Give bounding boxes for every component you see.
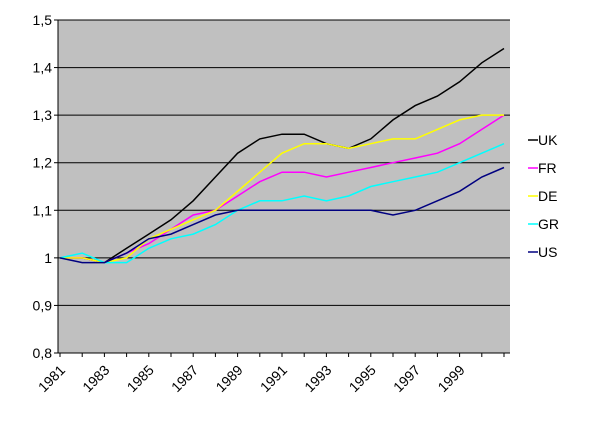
x-tick-label: 1985 <box>124 362 157 395</box>
x-tick-label: 1991 <box>257 362 290 395</box>
legend-label: DE <box>538 188 557 204</box>
x-tick-label: 1993 <box>301 362 334 395</box>
series-line <box>59 166 505 264</box>
y-tick-label: 1,2 <box>33 155 53 171</box>
y-tick-label: 0,8 <box>33 345 53 361</box>
y-tick-label: 1,5 <box>33 12 53 28</box>
legend-label: UK <box>538 132 558 148</box>
x-tick-label: 1995 <box>346 362 379 395</box>
legend-label: FR <box>538 160 557 176</box>
x-tick-label: 1987 <box>168 362 201 395</box>
x-tick-label: 1981 <box>35 362 68 395</box>
plot-area <box>58 20 510 353</box>
y-tick-label: 0,9 <box>33 297 53 313</box>
series-line <box>60 114 504 264</box>
y-tick-label: 1 <box>44 250 52 266</box>
series-line <box>60 47 505 264</box>
x-tick-label: 1997 <box>390 362 423 395</box>
legend-label: GR <box>538 216 559 232</box>
legend-label: US <box>538 244 557 260</box>
x-tick-label: 1983 <box>79 362 112 395</box>
y-tick-label: 1,3 <box>33 107 53 123</box>
series-line <box>60 114 505 264</box>
y-tick-label: 1,4 <box>33 60 53 76</box>
series-line <box>59 143 505 264</box>
x-tick-label: 1989 <box>212 362 245 395</box>
y-tick-label: 1,1 <box>33 202 53 218</box>
x-tick-label: 1999 <box>434 362 467 395</box>
